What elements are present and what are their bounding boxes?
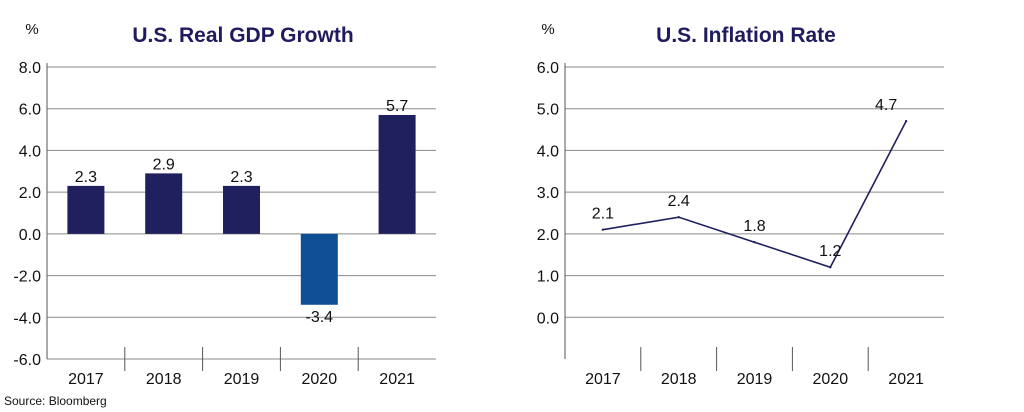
gdp-title: U.S. Real GDP Growth: [132, 24, 353, 47]
inflation-data-label: 1.2: [819, 243, 841, 260]
gdp-y-tick-label: 8.0: [19, 60, 41, 77]
gdp-y-tick-label: 4.0: [19, 143, 41, 160]
gdp-bar: [223, 185, 260, 234]
inflation-x-tick-label: 2018: [661, 371, 697, 388]
source-note: Source: Bloomberg: [4, 394, 107, 408]
inflation-y-tick-label: 2.0: [537, 227, 559, 244]
inflation-rate-chart: U.S. Inflation Rate% 6.0 5.0 4.0 3.0 2.0 1.0 0.…: [537, 21, 944, 388]
inflation-x-tick-label: 2021: [888, 371, 924, 388]
inflation-x-tick-label: 2020: [813, 371, 849, 388]
inflation-y-tick-label: 0.0: [537, 310, 559, 327]
inflation-data-point: [904, 120, 908, 123]
gdp-data-label: 2.3: [75, 169, 97, 186]
gdp-data-label: -3.4: [306, 309, 334, 326]
gdp-bar: [300, 233, 338, 305]
gdp-y-tick-label: -4.0: [13, 310, 41, 327]
inflation-series-line: [602, 120, 907, 269]
inflation-x-tick-label: 2019: [737, 371, 773, 388]
gdp-x-tick-label: 2019: [224, 371, 260, 388]
gdp-data-label: 2.3: [230, 169, 252, 186]
gdp-unit-label: %: [25, 21, 38, 38]
gdp-y-tick-label: -6.0: [13, 352, 41, 369]
gdp-bar: [145, 173, 183, 234]
inflation-y-tick-label: 1.0: [537, 269, 559, 286]
gdp-x-tick-label: 2017: [68, 371, 104, 388]
inflation-y-tick-label: 5.0: [537, 102, 559, 119]
gdp-data-label: 2.9: [153, 156, 175, 173]
inflation-title: U.S. Inflation Rate: [656, 24, 836, 47]
inflation-y-tick-label: 3.0: [537, 185, 559, 202]
inflation-data-label: 2.1: [592, 206, 614, 223]
inflation-data-label: 2.4: [668, 193, 690, 210]
gdp-growth-chart: U.S. Real GDP Growth% 8.0 6.0 4.0 2.0 0.0 -2.0…: [13, 21, 436, 388]
gdp-y-tick-label: -2.0: [13, 269, 41, 286]
gdp-x-tick-label: 2020: [302, 371, 338, 388]
inflation-data-point: [601, 228, 605, 231]
gdp-data-label: 5.7: [386, 98, 408, 115]
inflation-data-point: [753, 241, 756, 244]
inflation-data-label: 4.7: [875, 97, 897, 114]
gdp-bar: [67, 185, 105, 234]
inflation-data-label: 1.8: [743, 218, 765, 235]
gdp-y-tick-label: 6.0: [19, 102, 41, 119]
gdp-y-tick-label: 2.0: [19, 185, 41, 202]
gdp-y-tick-label: 0.0: [19, 227, 41, 244]
inflation-y-tick-label: 4.0: [537, 143, 559, 160]
gdp-bar: [378, 114, 416, 234]
inflation-data-point: [677, 215, 680, 219]
inflation-y-tick-label: 6.0: [537, 60, 559, 77]
inflation-unit-label: %: [541, 21, 554, 38]
inflation-data-point: [829, 266, 832, 269]
inflation-x-tick-label: 2017: [585, 371, 621, 388]
gdp-x-tick-label: 2018: [146, 371, 182, 388]
gdp-x-tick-label: 2021: [379, 371, 415, 388]
